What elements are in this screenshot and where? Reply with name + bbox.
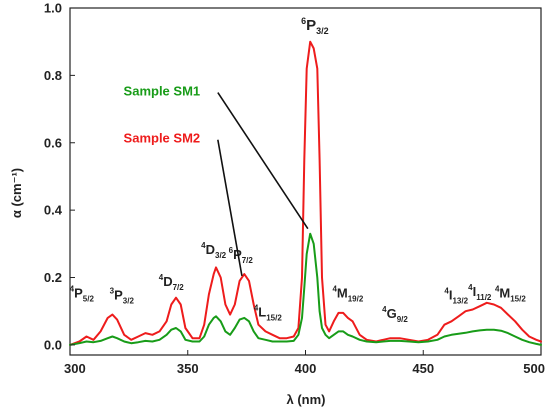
peak-label: 3P3/2 xyxy=(110,286,135,305)
peak-label: 4D7/2 xyxy=(159,273,185,292)
y-tick-label: 1.0 xyxy=(44,1,62,16)
y-tick-label: 0.0 xyxy=(44,337,62,352)
legend-label: Sample SM1 xyxy=(124,84,201,99)
peak-label: 4D3/2 xyxy=(201,241,227,260)
y-tick-label: 0.8 xyxy=(44,68,62,83)
x-axis-title: λ (nm) xyxy=(287,392,326,407)
peak-label: 4I11/2 xyxy=(468,283,492,302)
series-line-sample-sm2 xyxy=(69,40,542,346)
peak-label: 6P3/2 xyxy=(301,16,329,36)
x-tick-label: 300 xyxy=(64,361,86,376)
tick-group: 300 350 400 450 500 0.0 0.2 0.4 0.6 0.8 1.0 xyxy=(44,1,545,377)
legend-label: Sample SM2 xyxy=(124,131,201,146)
y-tick-label: 0.6 xyxy=(44,135,62,150)
peak-label: 4L15/2 xyxy=(254,303,283,322)
x-tick-label: 350 xyxy=(177,361,199,376)
y-axis-title: α (cm⁻¹) xyxy=(9,168,24,218)
x-tick-label: 400 xyxy=(295,361,317,376)
y-tick-label: 0.4 xyxy=(44,203,63,218)
legend-leader-line xyxy=(217,139,243,276)
series-line-sample-sm1 xyxy=(69,232,542,346)
peak-annotations: 4P5/23P3/24D7/24D3/26P7/24L15/26P3/24M19… xyxy=(70,16,527,324)
peak-label: 4I13/2 xyxy=(444,286,468,305)
peak-label: 4M15/2 xyxy=(495,285,526,304)
peak-label: 4P5/2 xyxy=(70,285,95,304)
legend-leader-line xyxy=(217,92,309,230)
y-tick-label: 0.2 xyxy=(44,270,62,285)
peak-label: 4G9/2 xyxy=(382,305,408,324)
x-tick-label: 500 xyxy=(523,361,545,376)
x-tick-label: 450 xyxy=(412,361,434,376)
peak-label: 4M19/2 xyxy=(332,285,363,304)
legend: Sample SM1 Sample SM2 xyxy=(124,84,309,276)
